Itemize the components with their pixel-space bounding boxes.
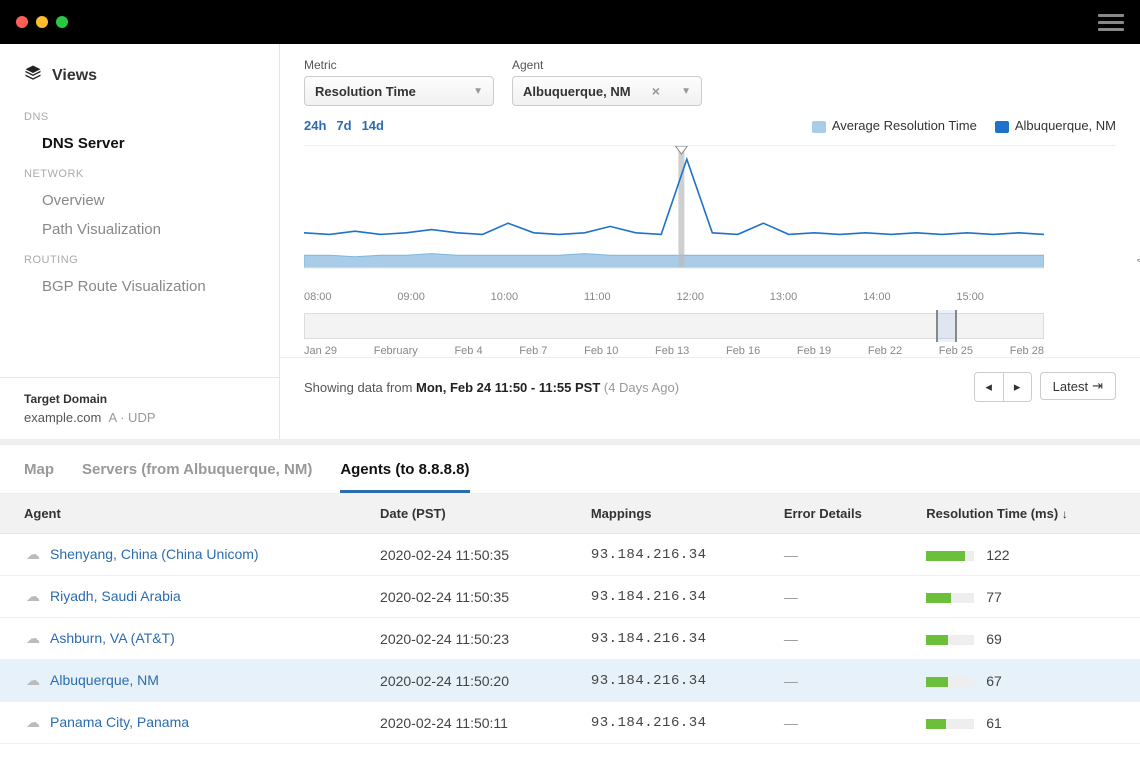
sidebar: Views DNSDNS ServerNETWORKOverviewPath V… (0, 44, 280, 439)
views-header: Views (0, 64, 279, 101)
clear-agent-icon[interactable]: × (652, 83, 660, 99)
agents-table: Agent Date (PST) Mappings Error Details … (0, 494, 1140, 744)
chevron-down-icon: ▼ (473, 86, 483, 97)
table-row[interactable]: ☁Shenyang, China (China Unicom)2020-02-2… (0, 534, 1140, 576)
sidebar-item[interactable]: Overview (0, 186, 279, 215)
traffic-lights (16, 16, 68, 28)
goto-end-icon: ⇥ (1092, 378, 1103, 394)
main-panel: Metric Resolution Time ▼ Agent Albuquerq… (280, 44, 1140, 439)
tab-servers[interactable]: Servers (from Albuquerque, NM) (82, 461, 312, 493)
time-pager: ◂ ▸ (974, 372, 1032, 402)
tab-agents[interactable]: Agents (to 8.8.8.8) (340, 461, 469, 493)
metric-dropdown[interactable]: Resolution Time ▼ (304, 76, 494, 106)
minimize-window-button[interactable] (36, 16, 48, 28)
range-button[interactable]: 14d (362, 118, 384, 133)
legend-swatch-agent (995, 121, 1009, 133)
x-axis-daily: Jan 29FebruaryFeb 4Feb 7Feb 10Feb 13Feb … (304, 339, 1044, 357)
cloud-icon: ☁ (24, 546, 42, 563)
table-row[interactable]: ☁Panama City, Panama2020-02-24 11:50:119… (0, 702, 1140, 744)
table-row[interactable]: ☁Ashburn, VA (AT&T)2020-02-24 11:50:2393… (0, 618, 1140, 660)
nav-section-label: NETWORK (0, 158, 279, 186)
agent-link[interactable]: Riyadh, Saudi Arabia (50, 588, 181, 604)
resolution-bar (926, 677, 974, 687)
resolution-bar (926, 635, 974, 645)
next-interval-button[interactable]: ▸ (1003, 373, 1031, 401)
menu-icon[interactable] (1098, 14, 1124, 31)
close-window-button[interactable] (16, 16, 28, 28)
col-resolution-time[interactable]: Resolution Time (ms) ↓ (912, 494, 1140, 534)
maximize-window-button[interactable] (56, 16, 68, 28)
agent-link[interactable]: Albuquerque, NM (50, 672, 159, 688)
result-tabs: Map Servers (from Albuquerque, NM) Agent… (0, 445, 1140, 494)
cloud-icon: ☁ (24, 630, 42, 647)
col-mappings[interactable]: Mappings (577, 494, 770, 534)
agent-link[interactable]: Panama City, Panama (50, 714, 189, 730)
latest-button[interactable]: Latest⇥ (1040, 372, 1116, 400)
legend-swatch-avg (812, 121, 826, 133)
prev-interval-button[interactable]: ◂ (975, 373, 1003, 401)
chart-zone: 24h 7d 14d Average Resolution Time Albuque… (280, 110, 1140, 357)
range-button[interactable]: 7d (336, 118, 351, 133)
sidebar-item[interactable]: BGP Route Visualization (0, 272, 279, 301)
target-domain-box: Target Domain example.com A · UDP (0, 377, 279, 439)
agent-link[interactable]: Shenyang, China (China Unicom) (50, 546, 259, 562)
cloud-icon: ☁ (24, 714, 42, 731)
x-axis-hourly: 08:0009:0010:0011:0012:0013:0014:0015:00 (304, 285, 1044, 303)
controls-row: Metric Resolution Time ▼ Agent Albuquerq… (280, 44, 1140, 110)
showing-data-text: Showing data from Mon, Feb 24 11:50 - 11… (304, 380, 679, 395)
metric-label: Metric (304, 58, 494, 72)
table-row[interactable]: ☁Riyadh, Saudi Arabia2020-02-24 11:50:35… (0, 576, 1140, 618)
agent-link[interactable]: Ashburn, VA (AT&T) (50, 630, 175, 646)
agent-label: Agent (512, 58, 702, 72)
overview-timeline[interactable] (304, 313, 1044, 339)
tab-map[interactable]: Map (24, 461, 54, 493)
chart-legend: Average Resolution Time Albuquerque, NM (812, 118, 1116, 133)
sidebar-item[interactable]: DNS Server (0, 129, 279, 158)
nav-section-label: ROUTING (0, 244, 279, 272)
cloud-icon: ☁ (24, 588, 42, 605)
sidebar-item[interactable]: Path Visualization (0, 215, 279, 244)
cloud-icon: ☁ (24, 672, 42, 689)
range-button[interactable]: 24h (304, 118, 326, 133)
resolution-bar (926, 551, 974, 561)
target-domain-value: example.com A · UDP (24, 410, 255, 425)
col-date[interactable]: Date (PST) (366, 494, 577, 534)
agent-dropdown[interactable]: Albuquerque, NM × ▼ (512, 76, 702, 106)
target-domain-label: Target Domain (24, 392, 255, 406)
timeseries-chart[interactable]: 70 ms < 1 ms (304, 145, 1116, 285)
overview-brush[interactable] (936, 310, 957, 342)
col-error[interactable]: Error Details (770, 494, 912, 534)
showing-data-row: Showing data from Mon, Feb 24 11:50 - 11… (280, 357, 1140, 416)
time-range-buttons: 24h 7d 14d (304, 118, 384, 133)
chevron-down-icon: ▼ (681, 86, 691, 97)
layers-icon (24, 64, 42, 87)
resolution-bar (926, 719, 974, 729)
resolution-bar (926, 593, 974, 603)
views-title: Views (52, 67, 97, 85)
window-titlebar (0, 0, 1140, 44)
col-agent[interactable]: Agent (0, 494, 366, 534)
sort-desc-icon: ↓ (1062, 507, 1068, 521)
nav-section-label: DNS (0, 101, 279, 129)
table-row[interactable]: ☁Albuquerque, NM2020-02-24 11:50:2093.18… (0, 660, 1140, 702)
